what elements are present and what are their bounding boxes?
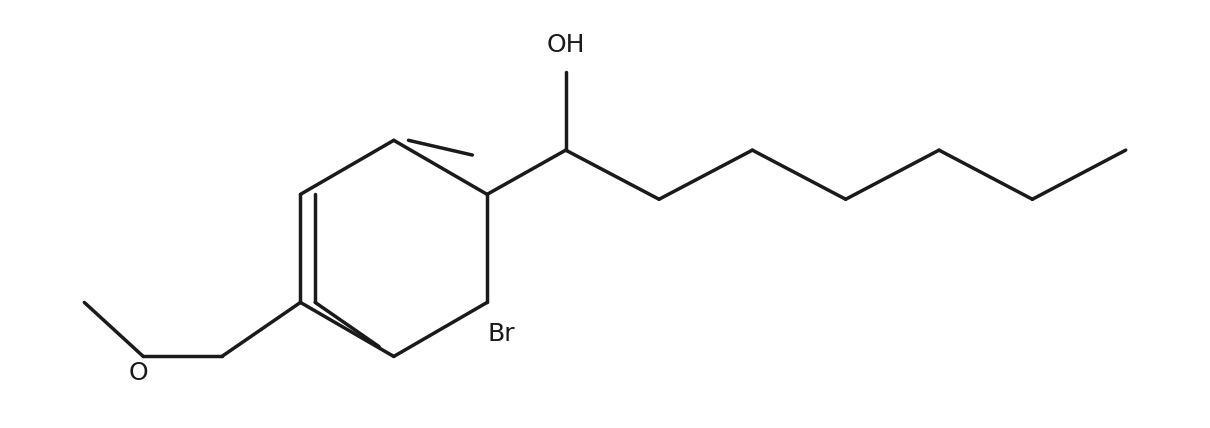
Text: OH: OH <box>547 33 584 57</box>
Text: Br: Br <box>488 322 514 346</box>
Text: O: O <box>128 361 148 385</box>
